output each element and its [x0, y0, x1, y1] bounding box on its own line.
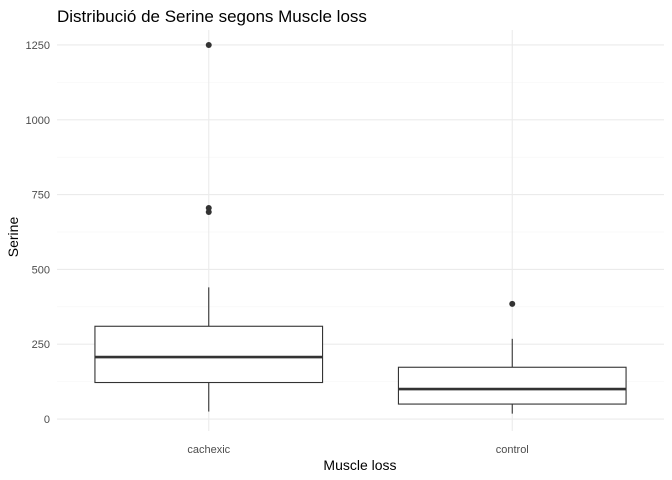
x-axis-title: Muscle loss	[323, 457, 396, 473]
outlier-point	[205, 208, 212, 215]
y-axis-title: Serine	[5, 217, 21, 258]
x-tick-labels: cachexic control	[187, 444, 528, 456]
y-tick-label: 1000	[26, 115, 50, 127]
outlier-point	[509, 300, 516, 307]
iqr-box	[94, 325, 324, 384]
x-tick-label: control	[496, 444, 529, 456]
y-tick-label: 500	[32, 264, 50, 276]
x-tick-label: cachexic	[187, 444, 230, 456]
outlier-point	[205, 41, 212, 48]
chart-title: Distribució de Serine segons Muscle loss	[57, 7, 367, 26]
y-tick-label: 1250	[26, 40, 50, 52]
box-group-control	[397, 300, 627, 414]
box-group-cachexic	[94, 41, 324, 412]
box-layer	[94, 41, 627, 414]
y-tick-labels: 0 250 500 750 1000 1250	[26, 40, 50, 426]
iqr-box	[397, 366, 627, 405]
y-tick-label: 250	[32, 339, 50, 351]
y-tick-label: 750	[32, 190, 50, 202]
y-tick-label: 0	[44, 414, 50, 426]
